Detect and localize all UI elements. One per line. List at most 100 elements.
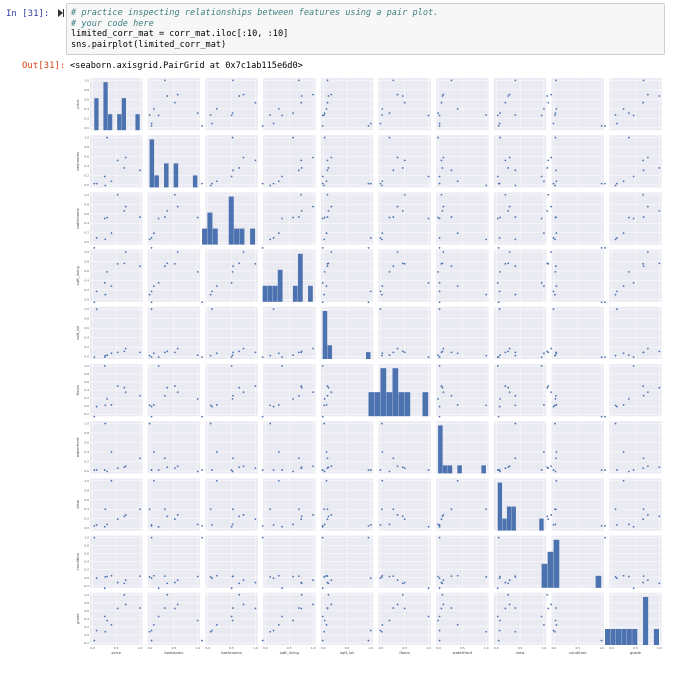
scatter-point-grade-vs-condition: [600, 639, 603, 642]
scatter-point-sqft_living-vs-floors: [392, 265, 395, 268]
scatter-point-bathrooms-vs-waterfront: [450, 216, 453, 218]
scatter-point-sqft_living-vs-view: [498, 290, 501, 293]
scatter-point-bathrooms-vs-floors: [403, 193, 406, 196]
scatter-point-view-vs-sqft_living: [300, 515, 303, 518]
scatter-point-condition-vs-waterfront: [437, 575, 440, 578]
scatter-point-waterfront-vs-sqft_living: [312, 465, 315, 468]
scatter-point-sqft_living-vs-condition: [555, 285, 558, 288]
scatter-point-bedrooms-vs-sqft_lot: [323, 184, 326, 187]
scatter-point-sqft_lot-vs-bedrooms: [166, 350, 169, 353]
scatter-point-waterfront-vs-floors: [427, 469, 430, 471]
scatter-point-grade-vs-floors: [388, 619, 391, 622]
scatter-point-condition-vs-view: [504, 581, 507, 584]
scatter-point-view-vs-bedrooms: [148, 508, 151, 511]
input-cell[interactable]: In [31]: # practice inspecting relations…: [0, 0, 678, 58]
scatter-point-sqft_living-vs-condition: [554, 271, 557, 273]
scatter-point-price-vs-floors: [388, 112, 391, 115]
scatter-point-bedrooms-vs-floors: [392, 169, 395, 172]
histogram-bar-grade: [615, 628, 622, 645]
scatter-point-bedrooms-vs-sqft_living: [269, 184, 272, 187]
x-tick-label: 0.5: [402, 646, 407, 650]
scatter-point-floors-vs-grade: [646, 391, 649, 394]
scatter-point-bedrooms-vs-sqft_living: [277, 180, 280, 183]
histogram-bar-floors: [398, 392, 405, 417]
scatter-point-price-vs-view: [499, 112, 501, 115]
x-tick-label: 1.0: [542, 646, 547, 650]
scatter-point-condition-vs-price: [95, 577, 98, 580]
run-cell-icon[interactable]: [58, 9, 63, 17]
scatter-point-sqft_lot-vs-price: [110, 352, 113, 355]
scatter-point-bathrooms-vs-view: [499, 216, 501, 219]
code-line-2: # your code here: [71, 18, 154, 29]
histogram-bar-floors: [422, 392, 429, 417]
histogram-bar-view: [497, 482, 503, 531]
scatter-point-price-vs-condition: [555, 107, 558, 110]
scatter-point-bathrooms-vs-price: [103, 217, 106, 220]
y-tick-label: 1.0: [84, 250, 89, 254]
scatter-point-view-vs-bathrooms: [230, 525, 233, 528]
run-cell-icon-bar: [63, 9, 64, 17]
scatter-point-floors-vs-sqft_living: [261, 415, 264, 418]
scatter-point-view-vs-price: [116, 518, 119, 521]
scatter-point-waterfront-vs-floors: [367, 469, 370, 471]
x-axis-label-waterfront: waterfront: [452, 650, 472, 655]
scatter-point-condition-vs-sqft_living: [277, 574, 280, 577]
y-tick-label: 0.8: [84, 259, 89, 263]
scatter-point-sqft_living-vs-floors: [367, 301, 370, 304]
scatter-point-waterfront-vs-grade: [632, 469, 635, 471]
scatter-point-waterfront-vs-sqft_living: [261, 469, 264, 471]
scatter-point-sqft_living-vs-grade: [642, 265, 645, 268]
scatter-point-floors-vs-price: [124, 391, 127, 394]
scatter-point-condition-vs-floors: [367, 536, 370, 539]
scatter-point-price-vs-condition: [554, 114, 556, 116]
scatter-point-grade-vs-condition: [550, 603, 553, 606]
scatter-point-sqft_living-vs-grade: [642, 262, 645, 265]
scatter-point-bedrooms-vs-bathrooms: [231, 136, 234, 139]
scatter-point-price-vs-bathrooms: [238, 95, 241, 97]
scatter-point-sqft_lot-vs-sqft_living: [300, 350, 303, 353]
scatter-point-floors-vs-bathrooms: [201, 415, 203, 418]
x-axis-label-floors: floors: [399, 650, 410, 655]
scatter-point-bathrooms-vs-waterfront: [441, 210, 444, 212]
y-tick-label: 0.4: [84, 221, 89, 225]
scatter-point-bedrooms-vs-grade: [646, 156, 649, 159]
scatter-point-price-vs-sqft_lot: [369, 122, 372, 125]
scatter-point-condition-vs-waterfront: [450, 575, 453, 578]
scatter-point-waterfront-vs-grade: [646, 465, 649, 468]
scatter-point-condition-vs-grade: [642, 581, 645, 584]
scatter-point-condition-vs-sqft_living: [272, 577, 275, 580]
x-axis-label-condition: condition: [569, 650, 587, 655]
scatter-point-bathrooms-vs-price: [95, 237, 98, 239]
code-editor[interactable]: # practice inspecting relationships betw…: [66, 3, 665, 55]
scatter-point-bathrooms-vs-waterfront: [440, 193, 443, 196]
scatter-point-price-vs-waterfront: [442, 93, 445, 96]
scatter-point-sqft_living-vs-view: [499, 271, 501, 273]
scatter-point-floors-vs-waterfront: [438, 405, 441, 408]
scatter-point-waterfront-vs-floors: [396, 465, 399, 468]
scatter-point-price-vs-bedrooms: [173, 101, 176, 104]
scatter-point-bathrooms-vs-sqft_lot: [321, 247, 324, 249]
scatter-point-bathrooms-vs-price: [116, 193, 119, 196]
scatter-point-condition-vs-grade: [604, 536, 606, 539]
scatter-point-bathrooms-vs-condition: [554, 216, 557, 219]
scatter-point-sqft_living-vs-condition: [554, 293, 556, 296]
scatter-point-floors-vs-price: [104, 404, 107, 407]
scatter-point-price-vs-bedrooms: [150, 125, 153, 127]
x-tick-label: 1.0: [253, 646, 258, 650]
y-tick-label: 1.0: [84, 422, 89, 426]
scatter-point-sqft_lot-vs-grade: [614, 354, 617, 357]
y-tick-label: 0.2: [84, 625, 89, 629]
scatter-point-sqft_living-vs-grade: [616, 290, 618, 293]
scatter-point-price-vs-view: [543, 107, 545, 110]
y-tick-label: 0.8: [84, 317, 89, 321]
scatter-point-price-vs-sqft_lot: [325, 107, 328, 110]
scatter-point-sqft_living-vs-view: [514, 293, 517, 296]
scatter-point-floors-vs-bathrooms: [209, 404, 212, 407]
scatter-point-sqft_living-vs-waterfront: [456, 285, 459, 288]
scatter-point-floors-vs-bedrooms: [148, 404, 151, 407]
scatter-point-condition-vs-sqft_living: [261, 536, 264, 539]
scatter-point-grade-vs-sqft_lot: [326, 607, 329, 610]
scatter-point-sqft_living-vs-grade: [646, 251, 649, 253]
scatter-point-sqft_living-vs-view: [543, 285, 545, 288]
y-tick-label: 0.8: [84, 544, 89, 548]
